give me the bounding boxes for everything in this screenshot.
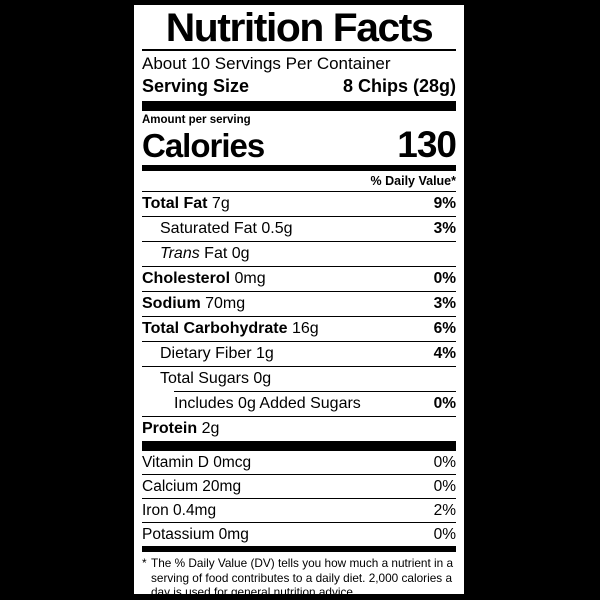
nutrient-name: Trans Fat 0g — [160, 245, 250, 262]
nutrient-row-divider — [142, 216, 456, 217]
vitamin-row-divider — [142, 522, 456, 523]
page-title: Nutrition Facts — [165, 6, 434, 50]
footnote-marker: * — [142, 556, 147, 570]
nutrient-daily-value: 0% — [433, 395, 456, 412]
nutrient-row-divider — [142, 191, 456, 192]
nutrient-row-divider — [142, 416, 456, 417]
calories-section-top-bar — [142, 101, 456, 111]
vitamin-row-divider — [142, 498, 456, 499]
calories-label: Calories — [142, 127, 265, 164]
nutrient-row-divider — [142, 291, 456, 292]
nutrient-amount: 0g — [253, 370, 272, 387]
nutrient-daily-value: 6% — [433, 320, 456, 337]
vitamin-name: Iron 0.4mg — [142, 502, 217, 519]
vitamin-name: Calcium 20mg — [142, 478, 242, 495]
nutrient-row: Cholesterol 0mg 0% — [142, 267, 456, 291]
nutrient-name: Protein 2g — [142, 420, 220, 437]
serving-size-label: Serving Size — [142, 76, 250, 96]
vitamin-row: Potassium 0mg 0% — [142, 523, 456, 546]
nutrient-row: Sodium 70mg 3% — [142, 292, 456, 316]
nutrient-row-divider — [142, 316, 456, 317]
nutrient-name: Total Sugars 0g — [160, 370, 272, 387]
nutrient-row: Total Fat 7g 9% — [142, 192, 456, 216]
calories-bottom-bar — [142, 165, 456, 171]
vitamin-name: Potassium 0mg — [142, 526, 249, 543]
nutrient-row: Saturated Fat 0.5g 3% — [142, 217, 456, 241]
nutrient-row-divider — [142, 341, 456, 342]
nutrient-name: Includes 0g Added Sugars — [174, 395, 361, 412]
nutrient-amount: 0.5g — [261, 220, 293, 237]
nutrient-row-divider — [142, 266, 456, 267]
amount-per-serving-label: Amount per serving — [142, 114, 251, 126]
nutrient-name: Total Carbohydrate 16g — [142, 320, 319, 337]
nutrient-daily-value: 9% — [433, 195, 456, 212]
nutrient-daily-value: 3% — [433, 295, 456, 312]
nutrient-amount: 70mg — [205, 295, 246, 312]
nutrient-daily-value: 3% — [433, 220, 456, 237]
nutrient-amount: 16g — [291, 320, 319, 337]
nutrient-name: Total Fat 7g — [142, 195, 230, 212]
nutrient-name: Sodium 70mg — [142, 295, 246, 312]
title-divider — [142, 49, 456, 51]
nutrient-amount: 7g — [211, 195, 230, 212]
calories-value: 130 — [397, 124, 457, 165]
nutrient-name: Cholesterol 0mg — [142, 270, 266, 287]
serving-size-value: 8 Chips (28g) — [342, 76, 456, 96]
nutrient-list: Total Fat 7g 9% Saturated Fat 0.5g 3% Trans … — [142, 191, 456, 441]
vitamin-row: Calcium 20mg 0% — [142, 475, 456, 498]
nutrition-facts-label: Nutrition Facts About 10 Servings Per Co… — [133, 4, 465, 599]
nutrient-row: Trans Fat 0g — [142, 242, 456, 266]
nutrient-row-divider — [142, 366, 456, 367]
nutrient-daily-value: 4% — [433, 345, 456, 362]
nutrient-name: Saturated Fat 0.5g — [160, 220, 293, 237]
nutrient-amount: 0mg — [234, 270, 266, 287]
nutrient-amount: 1g — [256, 345, 274, 362]
vitamin-row: Iron 0.4mg 2% — [142, 499, 456, 522]
nutrient-row-divider — [142, 241, 456, 242]
vitamin-daily-value: 0% — [433, 526, 456, 543]
nutrient-row: Includes 0g Added Sugars 0% — [142, 392, 456, 416]
nutrient-row: Protein 2g — [142, 417, 456, 441]
vitamin-daily-value: 2% — [433, 502, 456, 519]
nutrient-daily-value: 0% — [433, 270, 456, 287]
vitamin-row-divider — [142, 474, 456, 475]
vitamins-top-bar — [142, 441, 456, 451]
serving-size-row: Serving Size 8 Chips (28g) — [142, 75, 456, 101]
vitamin-list: Vitamin D 0mcg 0% Calcium 20mg 0% Iron 0.4mg… — [142, 451, 456, 546]
vitamin-row: Vitamin D 0mcg 0% — [142, 451, 456, 474]
nutrient-name: Dietary Fiber 1g — [160, 345, 274, 362]
daily-value-header: % Daily Value* — [370, 174, 456, 188]
nutrient-row: Total Carbohydrate 16g 6% — [142, 317, 456, 341]
calories-row: Calories 130 — [142, 124, 457, 165]
footnote-top-bar — [142, 546, 456, 552]
servings-per-container: About 10 Servings Per Container — [142, 54, 391, 73]
nutrient-row-divider — [174, 391, 456, 392]
footnote-text: The % Daily Value (DV) tells you how muc… — [151, 556, 454, 599]
vitamin-daily-value: 0% — [433, 454, 456, 471]
nutrient-amount: 2g — [201, 420, 220, 437]
vitamin-daily-value: 0% — [433, 478, 456, 495]
footnote: * The % Daily Value (DV) tells you how m… — [142, 552, 456, 600]
nutrient-name-italic: Trans — [160, 245, 200, 262]
vitamin-name: Vitamin D 0mcg — [142, 454, 252, 471]
nutrient-row: Total Sugars 0g — [142, 367, 456, 391]
nutrient-row: Dietary Fiber 1g 4% — [142, 342, 456, 366]
